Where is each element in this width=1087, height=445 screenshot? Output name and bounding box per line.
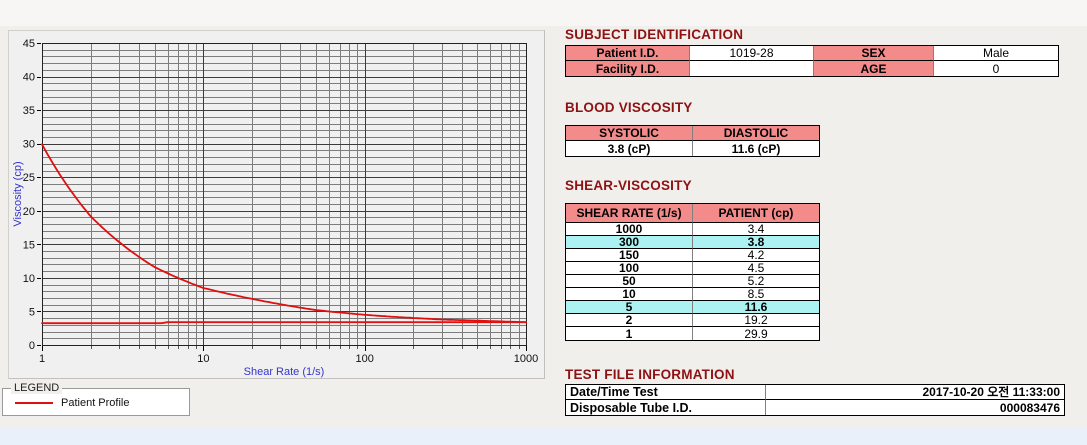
subject-identification-title: SUBJECT IDENTIFICATION (565, 27, 744, 42)
patient-cp-cell: 3.4 (693, 223, 819, 236)
patient-cp-cell: 29.9 (744, 327, 768, 340)
shear-rate-cell: 100 (566, 262, 693, 275)
facility-id-value (690, 61, 814, 76)
sex-label: SEX (814, 46, 934, 61)
shear-row: 2 19.2 (566, 314, 819, 327)
x-tick-label: 1000 (514, 353, 538, 365)
test-file-information-table: Date/Time Test 2017-10-20 오전 11:33:00 Di… (565, 384, 1065, 416)
systolic-value: 3.8 (cP) (566, 141, 693, 156)
shear-row: 10 8.5 (566, 288, 819, 301)
report-column: SUBJECT IDENTIFICATION Patient I.D. 1019… (565, 27, 1065, 416)
legend-entry-label: Patient Profile (61, 397, 130, 409)
shear-rate-cell: 1000 (566, 223, 693, 236)
top-band (0, 0, 1087, 26)
patient-cp-cell: 19.2 (693, 314, 819, 327)
y-tick-label: 20 (23, 206, 35, 218)
table-row: Patient I.D. 1019-28 SEX Male (566, 46, 1058, 61)
chart-legend: LEGEND Patient Profile (2, 382, 190, 416)
shear-row: 1000 3.4 (566, 223, 819, 236)
table-row: Date/Time Test 2017-10-20 오전 11:33:00 (566, 385, 1064, 400)
diastolic-value: 11.6 (cP) (731, 141, 781, 156)
y-tick-label: 5 (29, 306, 35, 318)
x-tick-label: 100 (355, 353, 373, 365)
patient-id-value: 1019-28 (690, 46, 814, 61)
shear-rate-cell: 50 (566, 275, 693, 288)
y-tick-label: 25 (23, 172, 35, 184)
shear-row: 150 4.2 (566, 249, 819, 262)
shear-row: 50 5.2 (566, 275, 819, 288)
patient-profile-curve (41, 143, 527, 324)
shear-row: 1 29.9 (566, 327, 819, 340)
patient-id-label: Patient I.D. (566, 46, 690, 61)
shear-rate-cell: 10 (566, 288, 693, 301)
sex-value: Male (934, 46, 1058, 61)
blood-viscosity-title: BLOOD VISCOSITY (565, 100, 693, 115)
shear-row: 100 4.5 (566, 262, 819, 275)
bottom-band (0, 428, 1087, 445)
patient-cp-header: PATIENT (cp) (693, 204, 819, 223)
table-row: Disposable Tube I.D. 000083476 (566, 400, 1064, 415)
patient-cp-cell: 4.2 (693, 249, 819, 262)
date-time-test-value: 2017-10-20 오전 11:33:00 (766, 385, 1064, 400)
patient-cp-cell: 11.6 (693, 301, 819, 314)
shear-rate-cell: 2 (566, 314, 693, 327)
shear-rate-cell: 300 (566, 236, 693, 249)
diastolic-header: DIASTOLIC (693, 126, 819, 141)
systolic-header: SYSTOLIC (566, 126, 693, 141)
x-tick-label: 10 (197, 353, 209, 365)
shear-rate-cell: 150 (566, 249, 693, 262)
shear-viscosity-title: SHEAR-VISCOSITY (565, 178, 692, 193)
baseline-line (41, 321, 527, 325)
patient-profile-line-swatch (15, 402, 53, 404)
disposable-tube-id-label: Disposable Tube I.D. (566, 400, 766, 415)
table-row: Facility I.D. AGE 0 (566, 61, 1058, 76)
shear-rate-cell: 5 (566, 301, 693, 314)
legend-entry: Patient Profile (15, 397, 129, 409)
y-tick-label: 40 (23, 72, 35, 84)
y-tick-label: 0 (29, 340, 35, 352)
patient-cp-cell: 8.5 (693, 288, 819, 301)
age-value: 0 (992, 61, 1000, 76)
plot-frame (42, 43, 527, 346)
shear-viscosity-table: SHEAR RATE (1/s) PATIENT (cp) 1000 3.4 30… (565, 203, 820, 341)
table-row: 3.8 (cP) 11.6 (cP) (566, 141, 819, 156)
table-header-row: SHEAR RATE (1/s) PATIENT (cp) (566, 204, 819, 223)
y-axis-label: Viscosity (cp) (12, 161, 24, 226)
y-tick-label: 10 (23, 273, 35, 285)
y-tick-label: 45 (23, 38, 35, 50)
shear-rate-header: SHEAR RATE (1/s) (566, 204, 693, 223)
y-tick-label: 15 (23, 239, 35, 251)
viscosity-chart-svg: 0 5 10 15 20 25 30 35 40 45 1 10 100 1000 Shear Rate (… (12, 38, 538, 378)
shear-rate-cell: 1 (566, 327, 693, 340)
shear-viscosity-chart-panel: 0 5 10 15 20 25 30 35 40 45 1 10 100 1000 Shear Rate (… (8, 30, 545, 379)
facility-id-label: Facility I.D. (566, 61, 690, 76)
x-tick-label: 1 (39, 353, 45, 365)
y-tick-label: 35 (23, 105, 35, 117)
shear-row: 300 3.8 (566, 236, 819, 249)
subject-identification-table: Patient I.D. 1019-28 SEX Male Facility I… (565, 45, 1059, 77)
disposable-tube-id-value: 000083476 (999, 400, 1060, 415)
patient-cp-cell: 5.2 (693, 275, 819, 288)
shear-row: 5 11.6 (566, 301, 819, 314)
age-label: AGE (814, 61, 934, 76)
patient-cp-cell: 4.5 (693, 262, 819, 275)
table-row: SYSTOLIC DIASTOLIC (566, 126, 819, 141)
test-file-information-title: TEST FILE INFORMATION (565, 367, 735, 382)
date-time-test-label: Date/Time Test (566, 385, 766, 400)
patient-cp-cell: 3.8 (693, 236, 819, 249)
blood-viscosity-table: SYSTOLIC DIASTOLIC 3.8 (cP) 11.6 (cP) (565, 125, 820, 157)
y-tick-label: 30 (23, 139, 35, 151)
x-axis-label: Shear Rate (1/s) (244, 366, 325, 378)
legend-title: LEGEND (11, 382, 63, 394)
